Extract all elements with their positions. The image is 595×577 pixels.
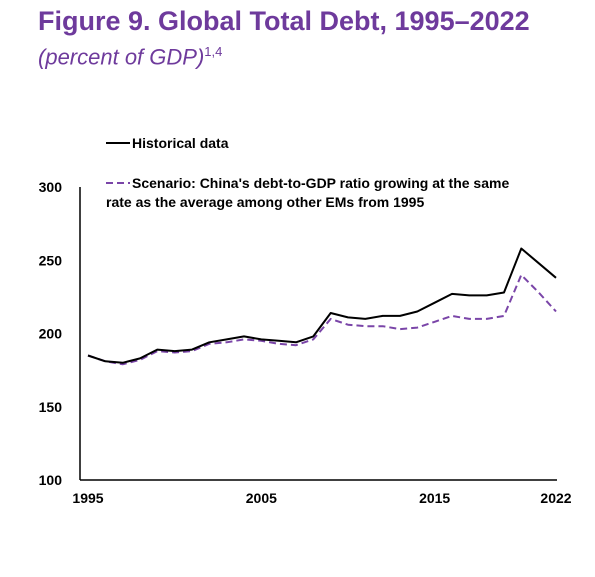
y-axis: 100 150 200 250 300 <box>39 179 81 488</box>
x-tick-label-2005: 2005 <box>246 490 277 506</box>
scenario-series-line <box>87 273 557 366</box>
legend-label-historical: Historical data <box>132 135 229 151</box>
historical-series-line <box>87 247 557 364</box>
y-tick-label-150: 150 <box>39 399 63 415</box>
subtitle-open-paren: ( <box>38 44 46 70</box>
y-tick-label-300: 300 <box>39 179 63 195</box>
x-tick-labels: 1995 2005 2015 2022 <box>72 490 571 506</box>
y-tick-label-100: 100 <box>39 472 63 488</box>
subtitle-text: percent of GDP <box>45 44 197 70</box>
legend-label-scenario: Scenario: China's debt-to-GDP ratio grow… <box>106 175 509 210</box>
y-tick-label-250: 250 <box>39 252 63 268</box>
legend: Historical data Scenario: China's debt-to… <box>106 135 509 210</box>
x-tick-label-1995: 1995 <box>72 490 103 506</box>
subtitle-close-paren: ) <box>196 44 205 70</box>
y-tick-label-200: 200 <box>39 326 63 342</box>
subtitle-superscript: 1,4 <box>204 44 223 59</box>
legend-label-scenario-line-1: Scenario: China's debt-to-GDP ratio grow… <box>132 175 509 191</box>
x-axis: 1995 2005 2015 2022 <box>72 479 572 506</box>
legend-label-scenario-line-2: rate as the average among other EMs from… <box>106 194 424 210</box>
x-tick-label-2015: 2015 <box>419 490 450 506</box>
chart-title: Figure 9. Global Total Debt, 1995–2022 <box>38 6 530 36</box>
y-tick-labels: 100 150 200 250 300 <box>39 179 63 488</box>
x-tick-label-2022: 2022 <box>540 490 571 506</box>
chart-subtitle: (percent of GDP)1,4 <box>38 44 222 70</box>
series-lines <box>87 247 557 366</box>
